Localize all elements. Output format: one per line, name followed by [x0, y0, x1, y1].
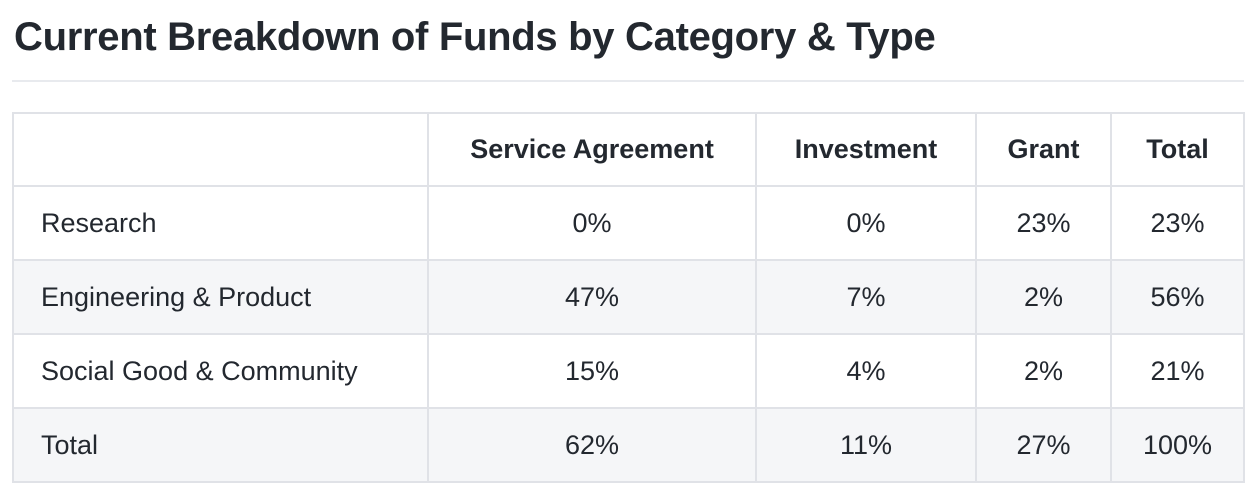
value-cell: 4%	[755, 333, 977, 409]
value-cell: 21%	[1110, 333, 1245, 409]
table-row-total: Total 62% 11% 27% 100%	[12, 407, 1245, 483]
value-cell: 27%	[975, 407, 1112, 483]
value-cell: 0%	[427, 185, 757, 261]
value-cell: 7%	[755, 259, 977, 335]
value-cell: 0%	[755, 185, 977, 261]
column-header-grant: Grant	[975, 112, 1112, 187]
column-header-blank	[12, 112, 429, 187]
value-cell: 47%	[427, 259, 757, 335]
value-cell: 11%	[755, 407, 977, 483]
page-title: Current Breakdown of Funds by Category &…	[14, 15, 936, 59]
value-cell: 15%	[427, 333, 757, 409]
row-label-total: Total	[12, 407, 429, 483]
value-cell: 62%	[427, 407, 757, 483]
table-header-row: Service Agreement Investment Grant Total	[12, 112, 1245, 187]
row-label-social-good-community: Social Good & Community	[12, 333, 429, 409]
row-label-engineering-product: Engineering & Product	[12, 259, 429, 335]
table-row-engineering-product: Engineering & Product 47% 7% 2% 56%	[12, 259, 1245, 335]
value-cell: 2%	[975, 259, 1112, 335]
value-cell: 23%	[975, 185, 1112, 261]
table-row-social-good-community: Social Good & Community 15% 4% 2% 21%	[12, 333, 1245, 409]
column-header-total: Total	[1110, 112, 1245, 187]
funds-breakdown-table: Service Agreement Investment Grant Total…	[12, 112, 1245, 483]
row-label-research: Research	[12, 185, 429, 261]
value-cell: 23%	[1110, 185, 1245, 261]
column-header-investment: Investment	[755, 112, 977, 187]
column-header-service-agreement: Service Agreement	[427, 112, 757, 187]
table-row-research: Research 0% 0% 23% 23%	[12, 185, 1245, 261]
value-cell: 56%	[1110, 259, 1245, 335]
value-cell: 2%	[975, 333, 1112, 409]
title-divider	[12, 80, 1244, 82]
value-cell: 100%	[1110, 407, 1245, 483]
